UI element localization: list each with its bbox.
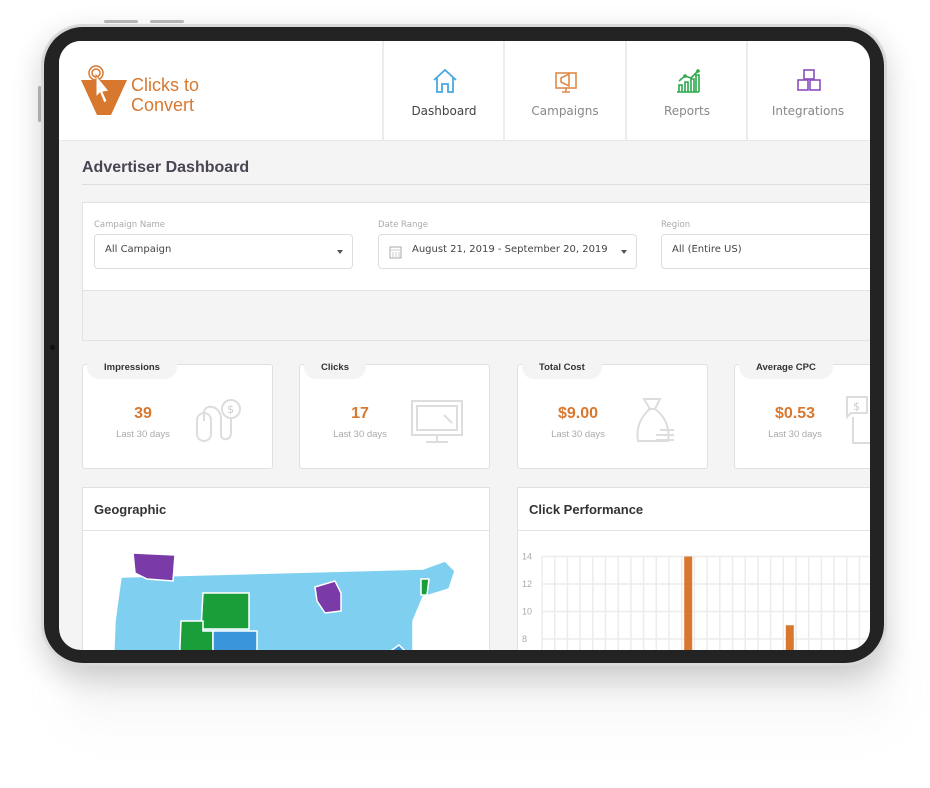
stat-subtitle: Last 30 days [333, 429, 387, 440]
campaign-label: Campaign Name [94, 220, 165, 230]
click-performance-chart: 8 10 12 14 [522, 552, 870, 650]
tab-label: Campaigns [531, 104, 599, 118]
calendar-icon [389, 246, 402, 259]
stat-title: Average CPC [739, 359, 833, 379]
screen: Clicks to Convert Dashboard Campaigns Rep… [59, 41, 870, 650]
cubes-icon [797, 69, 821, 91]
geographic-panel: Geographic [82, 487, 490, 650]
tab-dashboard[interactable]: Dashboard [382, 41, 504, 141]
y-tick-label: 14 [522, 552, 532, 562]
chevron-down-icon [337, 250, 343, 254]
stat-value: 39 [134, 405, 152, 422]
state-wyoming [200, 592, 250, 630]
tab-integrations[interactable]: Integrations [746, 41, 868, 141]
stat-card-impressions: Impressions 39 Last 30 days $ [82, 359, 273, 469]
mouse-dollar-icon: $ [196, 399, 241, 442]
bar [684, 556, 693, 650]
region-label: Region [661, 220, 691, 230]
y-tick-label: 12 [522, 579, 532, 589]
tab-label: Integrations [771, 104, 845, 118]
bar [785, 625, 794, 650]
state-colorado [212, 630, 258, 650]
click-performance-panel: Click Performance 8 10 12 14 [517, 487, 870, 650]
tab-label: Dashboard [411, 104, 477, 118]
state-west-virginia [390, 644, 406, 650]
region-select[interactable]: All (Entire US) [661, 234, 870, 269]
filter-panel: Campaign Name All Campaign Date Range Au… [82, 202, 870, 341]
dollar-chat-icon: $ [846, 396, 870, 444]
state-washington [132, 552, 176, 582]
stat-title: Impressions [87, 359, 177, 379]
stat-value: $0.53 [774, 405, 816, 422]
device-button [38, 86, 41, 122]
filter-footer [83, 290, 870, 340]
state-vermont [420, 578, 430, 596]
date-range-select[interactable]: August 21, 2019 - September 20, 2019 [378, 234, 637, 269]
tab-label: Reports [663, 104, 711, 118]
panel-title: Geographic [83, 488, 489, 531]
brand-name: Clicks to [131, 75, 200, 95]
region-value: All (Entire US) [672, 244, 742, 255]
page-title: Advertiser Dashboard [82, 159, 250, 176]
svg-text:$: $ [853, 400, 860, 413]
device-button [104, 20, 138, 23]
tab-reports[interactable]: Reports [625, 41, 747, 141]
logo-icon [81, 65, 127, 115]
brand-name: Convert [131, 95, 195, 115]
chevron-down-icon [621, 250, 627, 254]
logo[interactable]: Clicks to Convert [79, 63, 219, 119]
device-button [150, 20, 184, 23]
panel-title: Click Performance [518, 488, 870, 531]
us-map [113, 552, 456, 650]
svg-text:$: $ [227, 403, 234, 416]
camera [50, 345, 55, 350]
stat-subtitle: Last 30 days [116, 429, 170, 440]
stat-title: Total Cost [522, 359, 602, 379]
stat-card-total-cost: Total Cost $9.00 Last 30 days [517, 359, 708, 469]
date-range-value: August 21, 2019 - September 20, 2019 [412, 244, 608, 255]
stat-subtitle: Last 30 days [768, 429, 822, 440]
campaign-value: All Campaign [105, 244, 172, 255]
tab-campaigns[interactable]: Campaigns [503, 41, 625, 141]
divider [82, 184, 870, 185]
home-icon [433, 68, 457, 93]
date-range-label: Date Range [378, 220, 428, 230]
stat-value: 17 [351, 405, 369, 422]
stat-title: Clicks [304, 359, 366, 379]
stat-card-average-cpc: Average CPC $0.53 Last 30 days $ [734, 359, 870, 469]
y-tick-label: 8 [522, 634, 527, 644]
state-wisconsin [314, 580, 342, 614]
money-bag-icon [636, 398, 674, 442]
stat-subtitle: Last 30 days [551, 429, 605, 440]
y-tick-label: 10 [522, 607, 532, 617]
campaign-select[interactable]: All Campaign [94, 234, 353, 269]
monitor-click-icon [411, 400, 463, 443]
stat-card-clicks: Clicks 17 Last 30 days [299, 359, 490, 469]
top-nav: Clicks to Convert Dashboard Campaigns Rep… [59, 41, 870, 141]
bar-chart-icon [677, 69, 700, 93]
stat-value: $9.00 [557, 405, 599, 422]
megaphone-icon [555, 72, 577, 93]
